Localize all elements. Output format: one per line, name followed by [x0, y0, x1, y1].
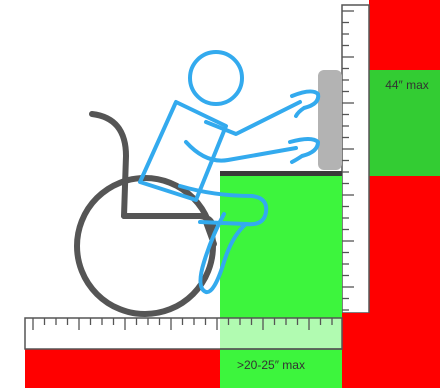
person-head — [188, 50, 244, 106]
vertical-ruler-ticks — [342, 10, 354, 311]
wheelchair-backrest — [89, 111, 129, 219]
wheelchair-seat — [121, 213, 217, 235]
wheelchair — [74, 111, 217, 317]
reach-height-label: 44″ max — [385, 78, 429, 92]
horizontal-ruler — [24, 317, 343, 350]
knee-clearance-zone — [220, 172, 342, 388]
person-thigh — [178, 184, 269, 227]
person-torso — [138, 100, 228, 202]
reach-depth-label: >20-25″ max — [237, 358, 305, 372]
vertical-ruler — [341, 4, 370, 314]
counter-front-panel — [318, 70, 342, 170]
person-shin — [198, 212, 248, 295]
counter-top — [220, 171, 342, 176]
wall-allowed-zone-dark — [369, 70, 440, 176]
person-hand-bottom — [288, 137, 320, 164]
seated-person — [138, 50, 321, 295]
person-upper-arm-top — [204, 100, 302, 136]
person-hand-top — [290, 89, 321, 118]
floor-prohibited-zone-left — [25, 349, 220, 388]
floor-prohibited-zone-right — [342, 313, 440, 388]
horizontal-ruler-ticks — [32, 318, 333, 330]
person-lower-arm — [184, 140, 298, 163]
